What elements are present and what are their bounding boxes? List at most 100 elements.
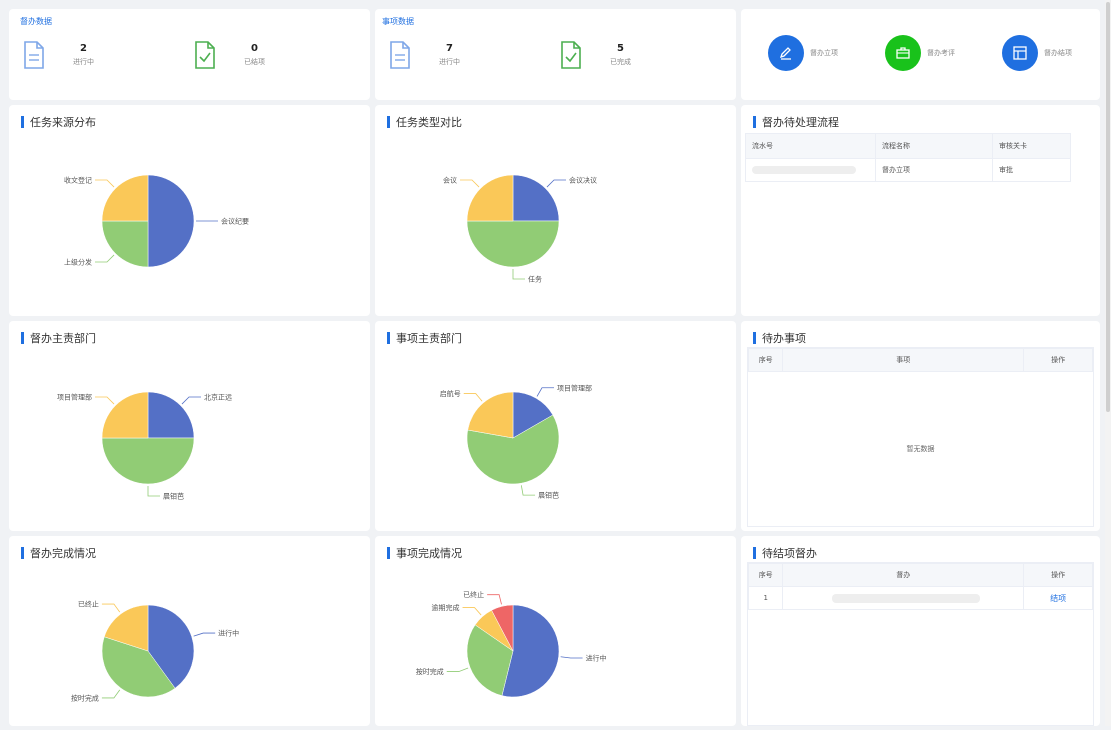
table-row[interactable]: 1 结项 — [747, 586, 1093, 610]
matter-data-card: 事项数据 7 进行中 5 已完成 — [375, 9, 736, 100]
label-leader-line — [487, 594, 502, 605]
pie-slice[interactable] — [501, 604, 560, 698]
label-leader-line — [520, 485, 536, 496]
supervise-in-progress-stat[interactable]: 2 进行中 — [23, 41, 94, 69]
pie-slice[interactable] — [512, 391, 554, 439]
label-leader-line — [101, 689, 121, 699]
label-leader-line — [94, 396, 115, 405]
slice-label: 会议纪要 — [221, 217, 249, 226]
slice-label: 已终止 — [463, 590, 484, 599]
pie-slice[interactable] — [466, 414, 560, 485]
label-leader-line — [94, 254, 115, 263]
supervise-name-cell — [782, 586, 1025, 610]
flow-name-cell: 督办立项 — [875, 158, 993, 182]
stat-label: 进行中 — [73, 58, 94, 66]
panel-title-text: 任务来源分布 — [30, 116, 96, 129]
stat-value: 5 — [617, 43, 624, 54]
quick-actions-card: 督办立项 督办考评 督办结项 — [741, 9, 1100, 100]
panel-title-text: 事项主责部门 — [396, 332, 462, 345]
panel-title: 待结项督办 — [753, 545, 817, 561]
stat-label: 进行中 — [439, 58, 460, 66]
pending-flow-table: 流水号 流程名称 审核关卡 督办立项 审批 — [745, 133, 1071, 182]
document-check-icon — [195, 41, 215, 69]
label-leader-line — [462, 607, 482, 616]
pie-slice[interactable] — [101, 636, 176, 698]
pie-slice[interactable] — [103, 604, 149, 652]
panel-title: 任务类型对比 — [387, 114, 462, 130]
supervise-closed-stat[interactable]: 0 已结项 — [194, 41, 265, 69]
label-leader-line — [512, 269, 525, 280]
matter-dept-panel: 事项主责部门 项目管理部 晨钼芭 启航号 — [375, 321, 736, 531]
matter-completed-stat[interactable]: 5 已完成 — [560, 41, 631, 69]
column-header: 操作 — [1023, 563, 1093, 587]
slice-label: 北京正远 — [204, 392, 232, 401]
pie-slice[interactable] — [467, 391, 514, 439]
stage-cell: 审批 — [992, 158, 1071, 182]
label-leader-line — [546, 179, 567, 188]
panel-title-text: 待办事项 — [762, 332, 806, 345]
panel-title-text: 事项完成情况 — [396, 547, 462, 560]
slice-label: 任务 — [528, 275, 542, 284]
document-icon — [390, 41, 410, 69]
action-label: 督办结项 — [1044, 49, 1072, 57]
column-header: 流程名称 — [875, 133, 993, 159]
matter-in-progress-stat[interactable]: 7 进行中 — [389, 41, 460, 69]
panel-title: 督办主责部门 — [21, 330, 96, 346]
matter-data-title: 事项数据 — [382, 17, 414, 26]
panel-title: 事项主责部门 — [387, 330, 462, 346]
page-scrollbar-thumb[interactable] — [1106, 2, 1110, 412]
pie-slice[interactable] — [101, 437, 195, 485]
pie-slice[interactable] — [147, 604, 195, 689]
column-header: 事项 — [782, 348, 1025, 372]
document-icon — [24, 41, 44, 69]
pie-slice[interactable] — [147, 391, 195, 439]
table-row[interactable]: 督办立项 审批 — [745, 158, 1071, 182]
slice-label: 项目管理部 — [57, 392, 92, 401]
panel-title: 待办事项 — [753, 330, 806, 346]
label-leader-line — [181, 396, 202, 405]
pie-slice[interactable] — [491, 604, 514, 652]
label-leader-line — [446, 667, 469, 672]
pie-slice[interactable] — [101, 391, 149, 439]
briefcase-icon — [885, 35, 921, 71]
label-leader-line — [94, 179, 115, 188]
pie-slice[interactable] — [101, 174, 149, 222]
pie-slice[interactable] — [512, 174, 560, 222]
column-header: 督办 — [782, 563, 1025, 587]
stat-label: 已完成 — [610, 58, 631, 66]
matter-completion-panel: 事项完成情况 进行中 按时完成 逾期完成 已终止 — [375, 536, 736, 726]
column-header: 流水号 — [745, 133, 876, 159]
pie-slice[interactable] — [147, 174, 195, 268]
task-source-panel: 任务来源分布 会议纪要 上级分发 收文登记 — [9, 105, 370, 316]
supervise-close-button[interactable]: 督办结项 — [1002, 35, 1072, 71]
slice-label: 项目管理部 — [557, 383, 592, 392]
slice-label: 进行中 — [586, 653, 607, 662]
serial-cell — [745, 158, 876, 182]
action-label: 督办立项 — [810, 49, 838, 57]
slice-label: 进行中 — [218, 629, 239, 638]
close-link[interactable]: 结项 — [1023, 586, 1093, 610]
slice-label: 晨钼芭 — [538, 491, 559, 500]
supervise-initiate-button[interactable]: 督办立项 — [768, 35, 838, 71]
panel-title: 督办待处理流程 — [753, 114, 839, 130]
stat-value: 0 — [251, 43, 258, 54]
supervise-evaluate-button[interactable]: 督办考评 — [885, 35, 955, 71]
label-leader-line — [463, 393, 483, 402]
panel-title-text: 督办完成情况 — [30, 547, 96, 560]
pie-slice[interactable] — [466, 624, 514, 696]
slice-label: 按时完成 — [71, 693, 99, 702]
table-icon — [1002, 35, 1038, 71]
slice-label: 逾期完成 — [432, 603, 460, 612]
to-close-table: 序号 督办 操作 1 结项 — [747, 563, 1093, 610]
pie-slice[interactable] — [466, 174, 514, 222]
pie-slice[interactable] — [101, 220, 149, 268]
slice-label: 会议决议 — [569, 175, 597, 184]
panel-title: 督办完成情况 — [21, 545, 96, 561]
document-check-icon — [561, 41, 581, 69]
pie-slice[interactable] — [466, 220, 560, 268]
